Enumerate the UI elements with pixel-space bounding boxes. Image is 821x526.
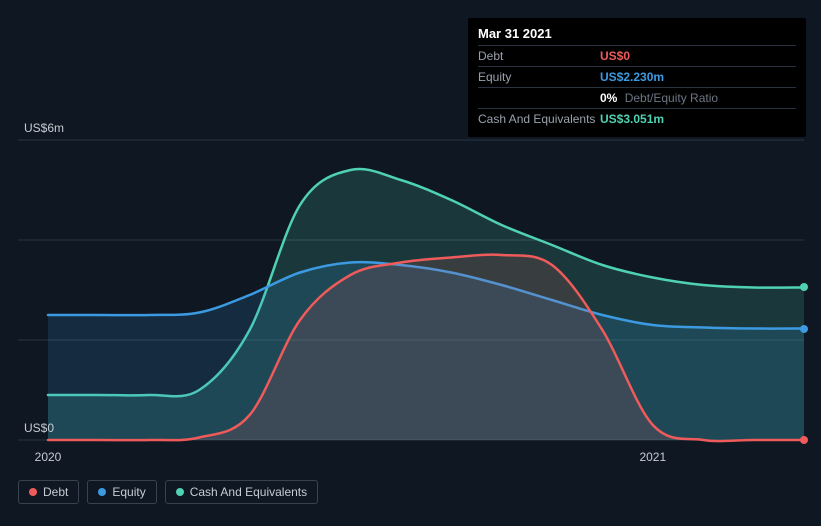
legend-swatch <box>29 488 37 496</box>
legend-item-equity[interactable]: Equity <box>87 480 156 504</box>
legend-label: Cash And Equivalents <box>190 485 307 499</box>
legend-label: Equity <box>112 485 145 499</box>
tooltip-row-cash: Cash And Equivalents US$3.051m <box>478 108 796 129</box>
tooltip-ratio-suffix: Debt/Equity Ratio <box>625 91 718 105</box>
legend-label: Debt <box>43 485 68 499</box>
legend-swatch <box>98 488 106 496</box>
tooltip-value: US$0 <box>600 49 630 63</box>
tooltip-value: US$3.051m <box>600 112 664 126</box>
tooltip-ratio-value: 0% <box>600 91 617 105</box>
tooltip-row-debt: Debt US$0 <box>478 45 796 66</box>
financials-chart: US$6m US$0 2020 2021 Mar 31 2021 Debt US… <box>0 0 821 526</box>
tooltip-row-equity: Equity US$2.230m <box>478 66 796 87</box>
tooltip-label: Equity <box>478 70 600 84</box>
legend-item-debt[interactable]: Debt <box>18 480 79 504</box>
series-marker-equity <box>800 325 808 333</box>
chart-tooltip: Mar 31 2021 Debt US$0 Equity US$2.230m 0… <box>468 18 806 137</box>
x-tick-label: 2021 <box>639 450 666 464</box>
y-tick-label: US$6m <box>24 121 64 135</box>
chart-legend: Debt Equity Cash And Equivalents <box>18 480 318 504</box>
y-tick-label: US$0 <box>24 421 54 435</box>
tooltip-label: Cash And Equivalents <box>478 112 600 126</box>
tooltip-label: Debt <box>478 49 600 63</box>
series-marker-cash <box>800 283 808 291</box>
series-marker-debt <box>800 436 808 444</box>
legend-item-cash[interactable]: Cash And Equivalents <box>165 480 318 504</box>
tooltip-title: Mar 31 2021 <box>478 24 796 45</box>
tooltip-value: US$2.230m <box>600 70 664 84</box>
tooltip-value: 0% Debt/Equity Ratio <box>600 91 718 105</box>
tooltip-row-ratio: 0% Debt/Equity Ratio <box>478 87 796 108</box>
legend-swatch <box>176 488 184 496</box>
tooltip-label <box>478 91 600 105</box>
x-tick-label: 2020 <box>35 450 62 464</box>
